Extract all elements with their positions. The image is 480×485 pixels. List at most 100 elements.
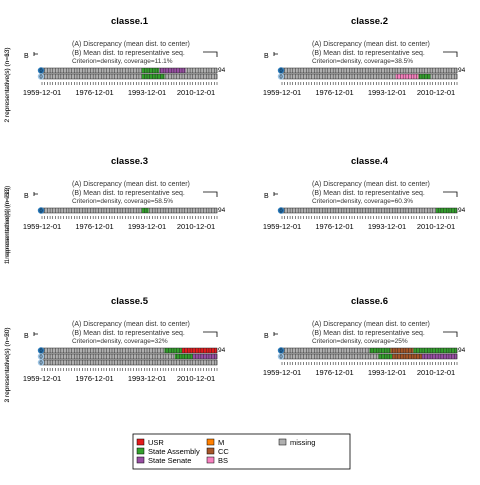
sequence-segment-sa (175, 354, 193, 359)
sequence-segment-missing (282, 354, 379, 359)
representative-marker (37, 353, 45, 360)
representative-marker (37, 73, 45, 80)
discrepancy-label: (A) Discrepancy (mean dist. to center) (72, 41, 190, 48)
legend-swatch-m (206, 438, 215, 446)
sequence-segment-sa (164, 348, 182, 353)
scale-a-bracket (203, 331, 218, 337)
scale-max-label: 94 (458, 347, 466, 354)
sequence-segment-missing (282, 74, 396, 79)
sequence-segment-ss (192, 354, 217, 359)
legend-box (132, 433, 351, 470)
sequence-segment-missing (42, 68, 142, 73)
scale-zero-label: 0 (279, 69, 282, 75)
scale-b-label: B (264, 193, 269, 200)
scale-b-label: B (24, 333, 29, 340)
panel-ylabel: 2 representative(s) (n=20) (4, 328, 11, 403)
panel-title: classe.5 (111, 296, 149, 307)
discrepancy-label: (A) Discrepancy (mean dist. to center) (312, 321, 430, 328)
axis-tick-label: 1993-12-01 (368, 88, 406, 97)
sequence-segment-cc (390, 348, 414, 353)
mean-dist-label: (B) Mean dist. to representative seq. (312, 50, 425, 57)
scale-zero-label: 0 (279, 209, 282, 215)
legend-swatch-usr (136, 438, 145, 446)
panel-title: classe.4 (351, 156, 389, 167)
panel-title: classe.6 (351, 296, 388, 307)
axis-tick-label: 2010-12-01 (177, 88, 215, 97)
scale-zero-label: 0 (39, 209, 42, 215)
criterion-label: Criterion=density, coverage=60.3% (312, 198, 413, 205)
panel-title: classe.1 (111, 16, 149, 27)
panel-ylabel: 1 representative(s) (n=68) (4, 188, 11, 263)
panel-title: classe.2 (351, 16, 388, 27)
axis-tick-label: 1959-12-01 (263, 88, 301, 97)
scale-zero-label: 0 (39, 361, 42, 367)
representative-marker (37, 347, 45, 354)
axis-tick-label: 1976-12-01 (75, 222, 113, 231)
representative-marker (277, 207, 285, 214)
scale-zero-label: 0 (39, 69, 42, 75)
mean-dist-label: (B) Mean dist. to representative seq. (312, 190, 425, 197)
sequence-segment-sa (378, 354, 393, 359)
sequence-segment-missing (430, 74, 457, 79)
axis-tick-label: 1976-12-01 (315, 222, 353, 231)
axis-tick-label: 1959-12-01 (23, 88, 61, 97)
legend-swatch-sa (136, 447, 145, 455)
panel-ylabel: 2 representative(s) (n=63) (4, 48, 11, 123)
representative-marker (277, 67, 285, 74)
scale-zero-label: 0 (279, 355, 282, 361)
panel-title: classe.3 (111, 156, 148, 167)
panel-ylabel: 1 representative(s) (n=212) (4, 186, 11, 265)
scale-max-label: 94 (218, 347, 226, 354)
sequence-segment-sa (369, 348, 391, 353)
sequence-segment-sa (413, 348, 457, 353)
axis-tick-label: 1976-12-01 (75, 374, 113, 383)
scale-a-bracket (203, 191, 218, 197)
mean-dist-label: (B) Mean dist. to representative seq. (72, 50, 185, 57)
representative-marker (37, 359, 45, 366)
mean-dist-label: (B) Mean dist. to representative seq. (312, 330, 425, 337)
sequence-segment-missing (42, 208, 142, 213)
scale-b-bracket (273, 192, 278, 196)
mean-dist-label: (B) Mean dist. to representative seq. (72, 330, 185, 337)
scale-b-bracket (273, 52, 278, 56)
legend-label-missing: missing (290, 438, 315, 447)
legend-label-bs: BS (218, 456, 228, 465)
axis-tick-label: 2010-12-01 (417, 368, 455, 377)
legend-label-sa: State Assembly (148, 447, 200, 456)
sequence-segment-missing (42, 360, 217, 365)
legend-label-m: M (218, 438, 224, 447)
criterion-label: Criterion=density, coverage=11.1% (72, 58, 173, 65)
axis-tick-label: 1993-12-01 (368, 368, 406, 377)
scale-a-bracket (443, 331, 458, 337)
axis-tick-label: 1993-12-01 (128, 374, 166, 383)
axis-tick-label: 2010-12-01 (177, 222, 215, 231)
sequence-segment-sa (141, 208, 149, 213)
discrepancy-label: (A) Discrepancy (mean dist. to center) (72, 181, 190, 188)
sequence-segment-missing (282, 208, 436, 213)
axis-tick-label: 1976-12-01 (75, 88, 113, 97)
representative-marker (277, 353, 285, 360)
sequence-segment-bs (395, 74, 419, 79)
sequence-segment-cc (392, 354, 422, 359)
scale-max-label: 94 (218, 67, 226, 74)
scale-zero-label: 0 (39, 75, 42, 81)
axis-tick-label: 1976-12-01 (315, 88, 353, 97)
sequence-segment-usr (182, 348, 217, 353)
axis-tick-label: 1959-12-01 (263, 368, 301, 377)
sequence-segment-sa (141, 74, 165, 79)
axis-tick-label: 1959-12-01 (23, 374, 61, 383)
legend-swatch-ss (136, 456, 145, 464)
scale-b-label: B (264, 333, 269, 340)
scale-a-bracket (443, 191, 458, 197)
axis-tick-label: 1976-12-01 (315, 368, 353, 377)
criterion-label: Criterion=density, coverage=38.5% (312, 58, 413, 65)
sequence-segment-ss (422, 354, 457, 359)
legend-swatch-bs (206, 456, 215, 464)
sequence-segment-missing (282, 68, 457, 73)
discrepancy-label: (A) Discrepancy (mean dist. to center) (312, 41, 430, 48)
sequence-segment-missing (42, 348, 165, 353)
scale-b-bracket (33, 192, 38, 196)
sequence-segment-missing (185, 68, 217, 73)
